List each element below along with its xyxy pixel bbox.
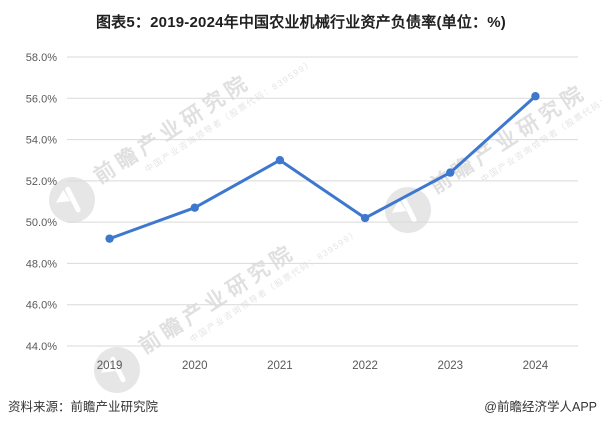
data-point <box>446 168 455 177</box>
y-tick-label: 56.0% <box>26 93 57 105</box>
x-tick-label: 2021 <box>267 360 293 372</box>
y-tick-label: 48.0% <box>26 258 57 270</box>
brand-text: @前瞻经济学人APP <box>484 400 597 414</box>
data-point <box>531 92 540 101</box>
x-tick-label: 2022 <box>352 360 378 372</box>
x-tick-label: 2023 <box>437 360 463 372</box>
y-tick-label: 46.0% <box>26 300 57 312</box>
y-tick-label: 50.0% <box>26 217 57 229</box>
chart-title: 图表5：2019-2024年中国农业机械行业资产负债率(单位：%) <box>95 14 506 31</box>
x-tick-label: 2020 <box>182 360 208 372</box>
data-point <box>190 203 199 212</box>
data-point <box>360 213 370 223</box>
source-text: 资料来源：前瞻产业研究院 <box>8 400 159 414</box>
x-tick-label: 2024 <box>523 360 549 372</box>
data-line <box>108 94 537 241</box>
x-tick-label: 2019 <box>97 360 123 372</box>
chart-footer: 资料来源：前瞻产业研究院 @前瞻经济学人APP <box>8 396 597 415</box>
y-tick-label: 44.0% <box>26 341 57 353</box>
data-point <box>105 234 114 243</box>
y-tick-label: 54.0% <box>26 135 57 147</box>
data-point <box>275 156 285 165</box>
y-tick-label: 58.0% <box>26 52 57 64</box>
y-tick-label: 52.0% <box>26 176 57 188</box>
